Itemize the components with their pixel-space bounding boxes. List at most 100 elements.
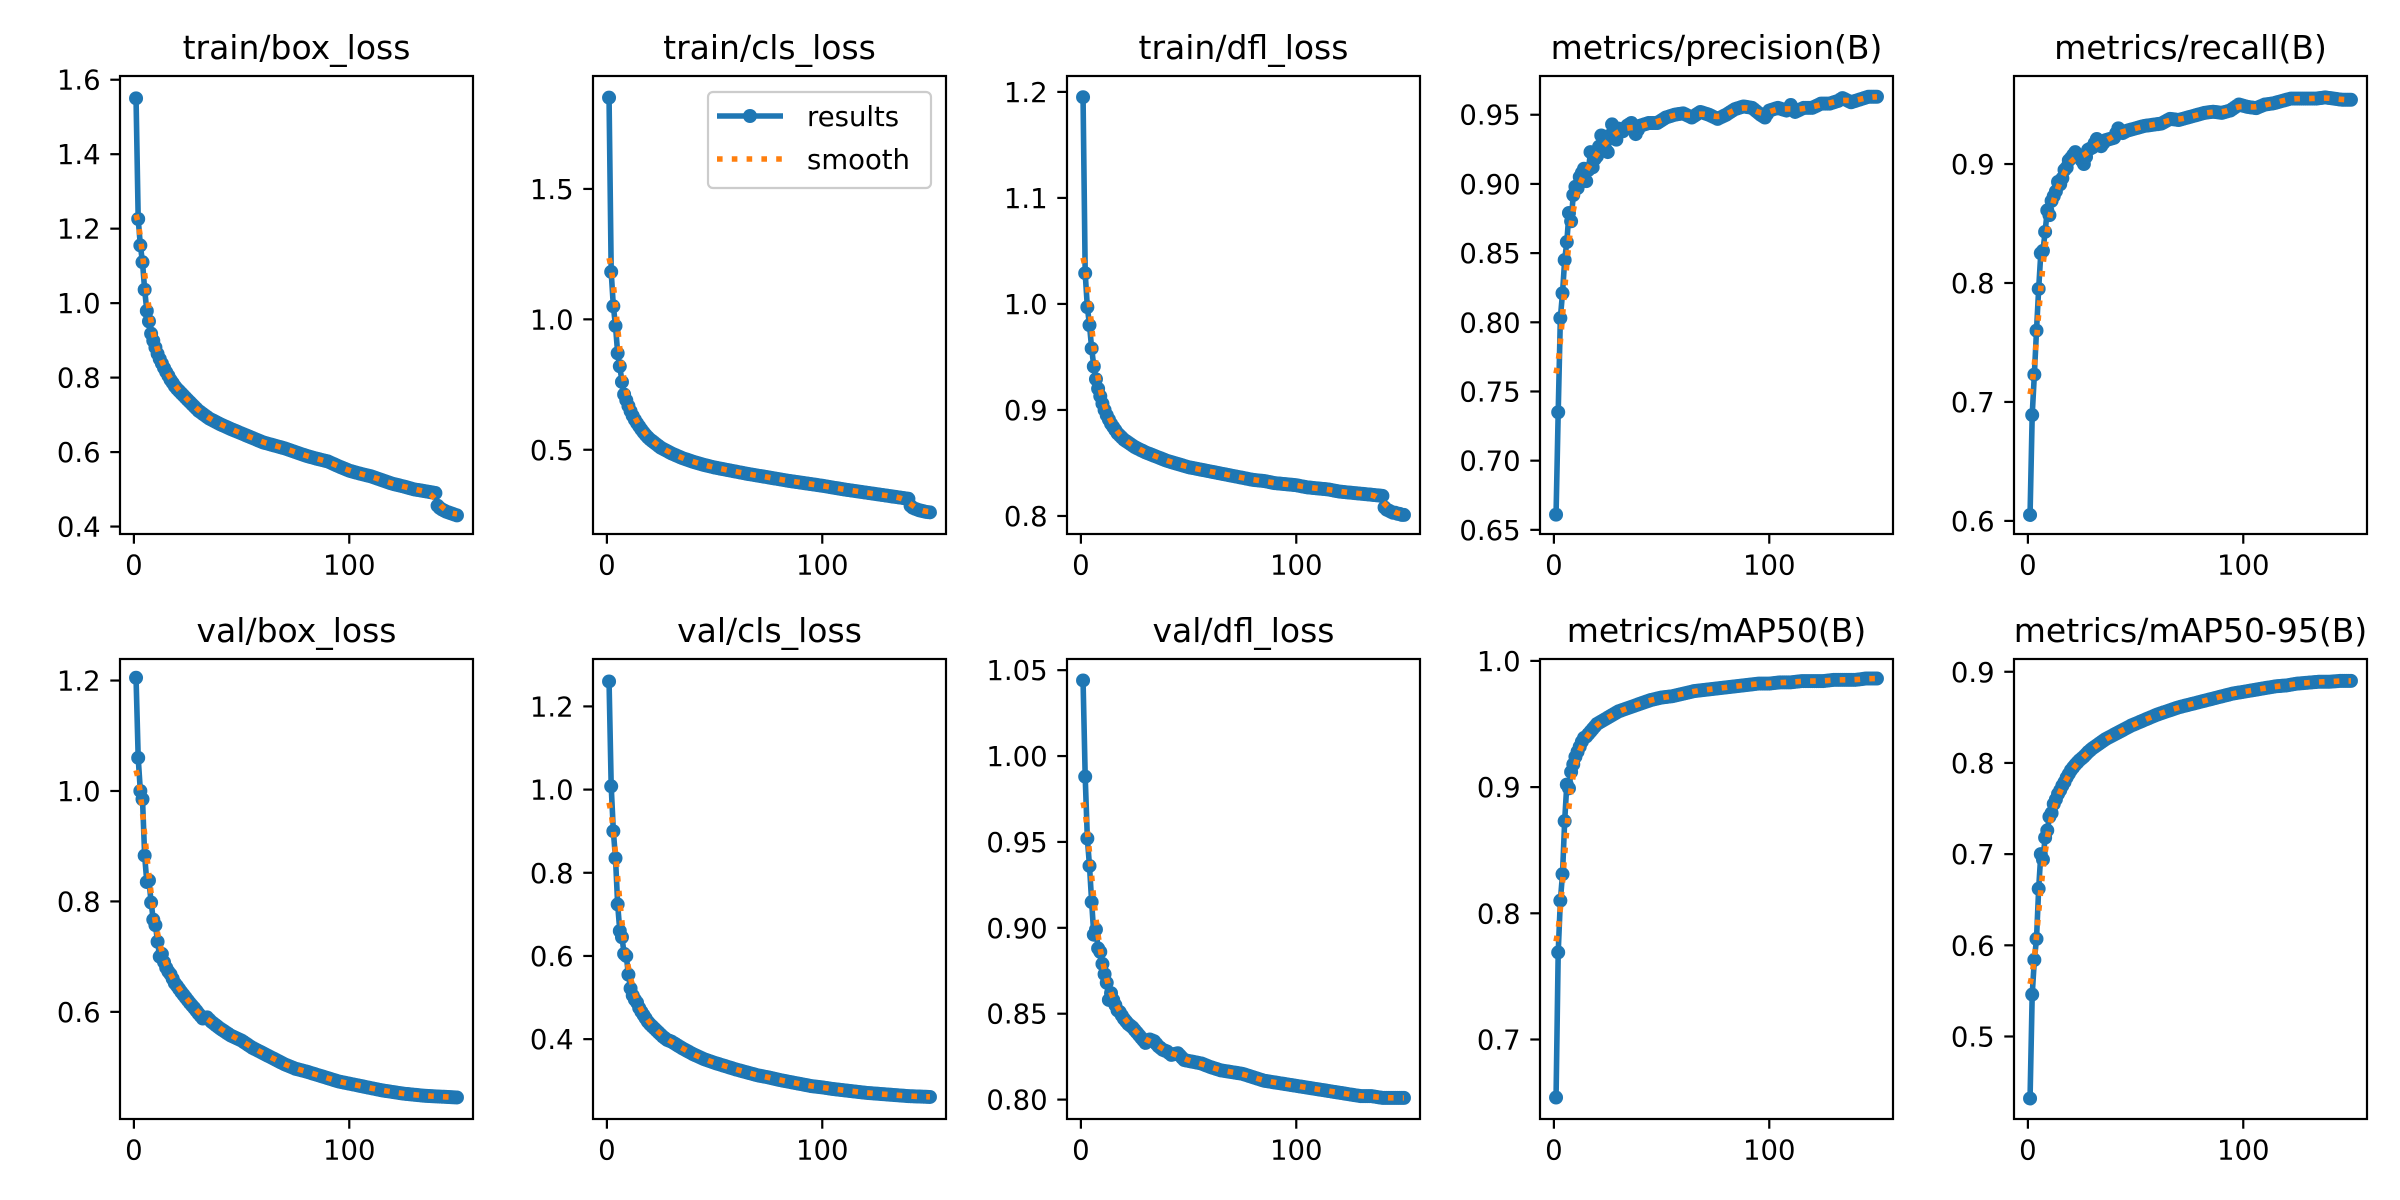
y-axis: 0.5 1.0 1.5 (530, 174, 593, 467)
plot-area (602, 674, 937, 1104)
results-point (1076, 90, 1091, 105)
results-point (1076, 673, 1091, 688)
results-point (131, 750, 146, 765)
legend-label: smooth (807, 144, 910, 176)
y-tick-label: 1.05 (986, 655, 1047, 687)
y-tick-label: 0.85 (1459, 238, 1520, 270)
results-point (2023, 507, 2038, 522)
smooth-line (2027, 678, 2351, 985)
plot-area (602, 90, 937, 520)
x-tick-label: 0 (2019, 549, 2037, 581)
x-axis: 0 100 (1072, 534, 1323, 581)
plot-area (1549, 671, 1884, 1105)
subplot-metrics-map50-b: metrics/mAP50(B) 0.7 0.8 0.9 1.0 0 100 (1477, 611, 1895, 1166)
x-tick-label: 0 (1545, 549, 1563, 581)
smooth-line (606, 802, 930, 1100)
x-axis: 0 100 (598, 1119, 849, 1166)
results-point (141, 873, 156, 888)
y-tick-label: 0.6 (57, 997, 101, 1029)
results-point (1078, 769, 1093, 784)
x-axis: 0 100 (2019, 534, 2270, 581)
subplot-train-dfl-loss: train/dfl_loss 0.8 0.9 1.0 1.1 1.2 0 100 (1004, 28, 1422, 581)
results-point (1549, 1090, 1564, 1105)
results-point (602, 90, 617, 105)
y-tick-label: 0.6 (1951, 930, 1995, 962)
subplot-title: val/dfl_loss (1152, 611, 1334, 650)
results-point (2025, 408, 2040, 423)
y-tick-label: 0.6 (57, 437, 101, 469)
y-tick-label: 1.0 (57, 776, 101, 808)
y-tick-label: 1.2 (530, 691, 574, 723)
results-markers (602, 674, 937, 1104)
results-point (1375, 488, 1390, 503)
axes-frame (1538, 657, 1895, 1121)
subplot-title: metrics/mAP50(B) (1567, 611, 1867, 650)
plot-area (1076, 90, 1411, 522)
results-point (2035, 243, 2050, 258)
subplot-metrics-map50-95-b: metrics/mAP50-95(B) 0.5 0.6 0.7 0.8 0.9 0 100 (1951, 611, 2369, 1166)
results-point (1869, 89, 1884, 104)
results-point (2025, 987, 2040, 1002)
results-point (129, 670, 144, 685)
x-tick-label: 100 (1743, 549, 1796, 581)
results-point (148, 918, 163, 933)
y-tick-label: 0.9 (1477, 772, 1521, 804)
results-markers (602, 90, 937, 520)
y-tick-label: 0.8 (1477, 898, 1521, 930)
y-tick-label: 0.90 (1459, 169, 1520, 201)
plot-area (129, 670, 464, 1105)
subplot-title: metrics/mAP50-95(B) (2014, 611, 2367, 650)
y-tick-label: 0.5 (1951, 1021, 1995, 1053)
y-tick-label: 0.8 (1951, 268, 1995, 300)
results-point (1080, 831, 1095, 846)
smooth-line (1080, 257, 1405, 517)
plot-area (2023, 90, 2358, 522)
y-axis: 0.4 0.6 0.8 1.0 1.2 1.4 1.6 (57, 65, 120, 544)
legend-results-marker (743, 109, 757, 123)
y-tick-label: 1.2 (57, 666, 101, 698)
subplot-title: train/box_loss (183, 28, 411, 67)
y-tick-label: 0.8 (57, 886, 101, 918)
subplot-title: train/dfl_loss (1139, 28, 1349, 67)
x-axis: 0 100 (125, 1119, 376, 1166)
y-tick-label: 0.80 (986, 1085, 1047, 1117)
y-tick-label: 0.8 (57, 363, 101, 395)
results-point (604, 779, 619, 794)
y-tick-label: 1.0 (1477, 646, 1521, 678)
smooth-line (1080, 801, 1404, 1101)
smooth-line (133, 769, 457, 1101)
subplot-train-box-loss: train/box_loss 0.4 0.6 0.8 1.0 1.2 1.4 1.6 0 100 (57, 28, 475, 581)
results-point (2027, 952, 2042, 967)
smooth-line (133, 213, 458, 517)
axes-frame (591, 74, 948, 536)
axes-frame (1538, 74, 1895, 536)
subplot-title: metrics/precision(B) (1551, 28, 1883, 67)
subplot-title: metrics/recall(B) (2054, 28, 2327, 67)
legend: results smooth (706, 90, 933, 190)
x-tick-label: 100 (1270, 549, 1323, 581)
plot-area (129, 91, 464, 523)
x-axis: 0 100 (598, 534, 849, 581)
axes-frame (2012, 657, 2369, 1121)
subplot-metrics-precision-b: metrics/precision(B) 0.65 0.70 0.75 0.80 0.85… (1459, 28, 1895, 581)
results-point (2343, 673, 2358, 688)
y-tick-label: 0.8 (530, 858, 574, 890)
results-point (2343, 92, 2358, 107)
y-axis: 0.5 0.6 0.7 0.8 0.9 (1951, 657, 2014, 1053)
x-axis: 0 100 (1072, 1119, 1323, 1166)
x-tick-label: 0 (2019, 1134, 2037, 1166)
y-tick-label: 1.1 (1004, 183, 1048, 215)
x-tick-label: 0 (598, 549, 616, 581)
y-tick-label: 1.0 (530, 304, 574, 336)
x-tick-label: 100 (796, 1134, 849, 1166)
results-point (449, 508, 464, 523)
results-point (1600, 145, 1615, 160)
y-tick-label: 1.0 (1004, 289, 1048, 321)
y-tick-label: 0.8 (1004, 501, 1048, 533)
results-point (1396, 507, 1411, 522)
y-tick-label: 0.65 (1459, 515, 1520, 547)
subplot-val-dfl-loss: val/dfl_loss 0.80 0.85 0.90 0.95 1.00 1.05 0 100 (986, 611, 1422, 1166)
results-point (2023, 1091, 2038, 1106)
y-tick-label: 0.4 (530, 1024, 574, 1056)
